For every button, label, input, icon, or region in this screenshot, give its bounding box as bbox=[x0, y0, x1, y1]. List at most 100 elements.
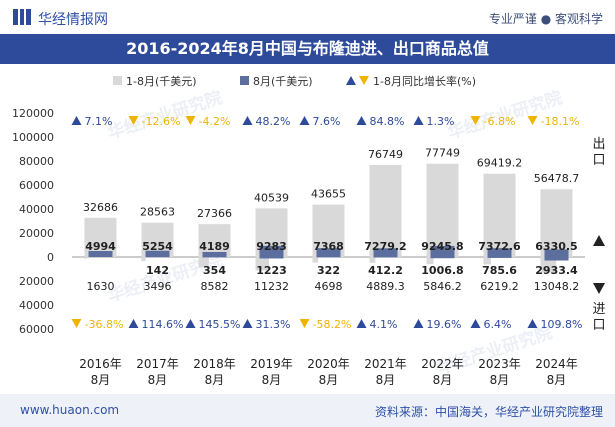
label-export-cumulative: 77749 bbox=[425, 147, 460, 160]
growth-down-icon bbox=[299, 319, 310, 328]
y-tick-label: 100000 bbox=[12, 131, 54, 144]
x-tick-label: 8月 bbox=[547, 373, 567, 387]
label-import-growth: 109.8% bbox=[541, 318, 583, 331]
bar-export-cumulative bbox=[198, 224, 231, 257]
bar-export-monthly bbox=[544, 249, 569, 257]
label-export-growth: -18.1% bbox=[541, 115, 580, 128]
label-import-cumulative: 1630 bbox=[87, 280, 115, 293]
label-import-monthly: 412.2 bbox=[368, 264, 403, 277]
x-tick-label: 2017年 bbox=[136, 357, 179, 371]
label-import-cumulative: 4889.3 bbox=[366, 280, 405, 293]
bar-export-monthly bbox=[259, 245, 284, 257]
growth-up-icon bbox=[413, 116, 424, 125]
growth-up-icon bbox=[299, 116, 310, 125]
label-export-cumulative: 76749 bbox=[368, 148, 403, 161]
y-tick-label: 80000 bbox=[19, 155, 54, 168]
bar-import-cumulative bbox=[369, 257, 376, 263]
x-tick-label: 2016年 bbox=[79, 357, 122, 371]
import-arrow-down-icon bbox=[593, 283, 605, 294]
export-arrow-up-icon bbox=[593, 235, 605, 246]
bar-export-monthly bbox=[316, 248, 341, 257]
footer-site-url[interactable]: www.huaon.com bbox=[20, 403, 120, 417]
label-export-growth: 1.3% bbox=[427, 115, 455, 128]
import-side-label: 口 bbox=[592, 318, 605, 333]
bar-import-monthly bbox=[430, 257, 455, 259]
brand-name: 华经情报网 bbox=[38, 12, 108, 28]
label-export-growth: 84.8% bbox=[370, 115, 405, 128]
footer-bar bbox=[0, 394, 615, 427]
label-import-growth: 31.3% bbox=[256, 318, 291, 331]
label-export-cumulative: 56478.7 bbox=[534, 172, 580, 185]
x-tick-label: 8月 bbox=[319, 373, 339, 387]
label-export-monthly: 9283 bbox=[256, 240, 287, 253]
label-import-growth: 4.1% bbox=[370, 318, 398, 331]
label-import-cumulative: 6219.2 bbox=[480, 280, 519, 293]
growth-up-icon bbox=[242, 319, 253, 328]
label-export-growth: 7.6% bbox=[313, 115, 341, 128]
bar-export-cumulative bbox=[369, 164, 402, 257]
bar-export-cumulative bbox=[426, 163, 459, 257]
bar-export-monthly bbox=[430, 245, 455, 257]
bar-export-monthly bbox=[373, 248, 398, 257]
label-export-growth: -6.8% bbox=[484, 115, 516, 128]
label-export-monthly: 4189 bbox=[199, 240, 230, 253]
growth-down-icon bbox=[527, 116, 538, 125]
bar-export-cumulative bbox=[540, 189, 573, 257]
label-import-cumulative: 5846.2 bbox=[423, 280, 462, 293]
label-export-growth: 48.2% bbox=[256, 115, 291, 128]
bar-export-cumulative bbox=[483, 173, 516, 257]
label-export-cumulative: 40539 bbox=[254, 191, 289, 204]
label-import-growth: -58.2% bbox=[313, 318, 352, 331]
label-import-cumulative: 3496 bbox=[144, 280, 172, 293]
label-export-monthly: 4994 bbox=[85, 240, 116, 253]
bar-export-monthly bbox=[88, 251, 113, 257]
bar-export-monthly bbox=[145, 250, 170, 257]
label-import-monthly: 354 bbox=[203, 264, 226, 277]
label-export-cumulative: 27366 bbox=[197, 207, 232, 220]
x-tick-label: 2021年 bbox=[364, 357, 407, 371]
growth-up-icon bbox=[527, 319, 538, 328]
y-tick-label: 20000 bbox=[19, 227, 54, 240]
label-export-growth: -12.6% bbox=[142, 115, 181, 128]
y-tick-label: 120000 bbox=[12, 107, 54, 120]
label-import-growth: 145.5% bbox=[199, 318, 241, 331]
label-export-monthly: 7372.6 bbox=[478, 240, 521, 253]
legend-swatch-cumulative bbox=[113, 76, 122, 85]
x-tick-label: 2018年 bbox=[193, 357, 236, 371]
title-band bbox=[0, 34, 615, 64]
x-tick-label: 8月 bbox=[205, 373, 225, 387]
y-tick-label: 40000 bbox=[19, 203, 54, 216]
label-import-growth: -36.8% bbox=[85, 318, 124, 331]
bar-export-monthly bbox=[487, 248, 512, 257]
label-import-monthly: 785.6 bbox=[482, 264, 517, 277]
x-tick-label: 8月 bbox=[433, 373, 453, 387]
legend-label-cumulative: 1-8月(千美元) bbox=[126, 75, 197, 88]
label-export-cumulative: 43655 bbox=[311, 188, 346, 201]
label-export-growth: -4.2% bbox=[199, 115, 231, 128]
y-tick-label: 0 bbox=[47, 251, 54, 264]
header-slogan: 专业严谨 ● 客观科学 bbox=[488, 12, 603, 26]
bar-import-cumulative bbox=[540, 257, 557, 273]
label-import-monthly: 1223 bbox=[256, 264, 287, 277]
growth-down-icon bbox=[128, 116, 139, 125]
bar-import-cumulative bbox=[312, 257, 319, 263]
footer-source: 资料来源：中国海关，华经产业研究院整理 bbox=[374, 405, 603, 419]
chart-title: 2016-2024年8月中国与布隆迪进、出口商品总值 bbox=[126, 39, 489, 58]
x-tick-label: 2023年 bbox=[478, 357, 521, 371]
header-bar bbox=[0, 0, 615, 34]
y-tick-label: 60000 bbox=[19, 179, 54, 192]
x-tick-label: 2019年 bbox=[250, 357, 293, 371]
legend-label-monthly: 8月(千美元) bbox=[253, 75, 313, 88]
growth-up-icon bbox=[413, 319, 424, 328]
growth-up-icon bbox=[185, 319, 196, 328]
growth-up-icon bbox=[242, 116, 253, 125]
growth-up-icon bbox=[470, 319, 481, 328]
legend-swatch-monthly bbox=[240, 76, 249, 85]
x-tick-label: 2022年 bbox=[421, 357, 464, 371]
bar-import-cumulative bbox=[483, 257, 491, 265]
label-import-cumulative: 8582 bbox=[201, 280, 229, 293]
legend-label-growth: 1-8月同比增长率(%) bbox=[373, 74, 476, 88]
export-side-label: 出 bbox=[592, 137, 605, 152]
bar-import-cumulative bbox=[84, 257, 87, 259]
